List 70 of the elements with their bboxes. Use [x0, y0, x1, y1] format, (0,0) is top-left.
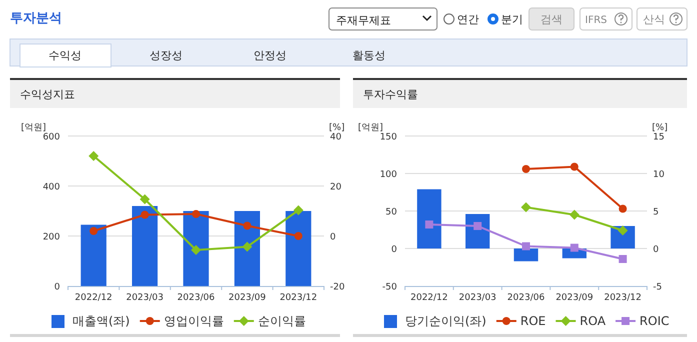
- bar: [183, 211, 209, 286]
- legend-label: 영업이익률: [164, 314, 224, 328]
- y-tick-label: 150: [380, 132, 398, 142]
- point: [191, 245, 201, 255]
- point: [242, 242, 252, 252]
- point: [425, 220, 434, 228]
- y2-tick-label: 0: [653, 245, 659, 255]
- y-tick-label: -50: [382, 282, 398, 292]
- legend-label: ROA: [580, 314, 606, 328]
- x-tick-label: 2022/12: [410, 293, 448, 303]
- point: [474, 222, 482, 230]
- bar: [80, 224, 106, 286]
- chart-title: 수익성지표: [20, 88, 75, 101]
- y-tick-label: 400: [42, 182, 60, 192]
- y-axis-title: [억원]: [21, 123, 46, 133]
- point: [522, 242, 530, 250]
- bar: [286, 211, 312, 286]
- legend-label: ROIC: [640, 314, 670, 328]
- y-tick-label: 0: [391, 245, 398, 255]
- x-tick-label: 2023/12: [604, 293, 642, 303]
- point: [88, 151, 99, 161]
- legend-label: 순이익률: [258, 314, 306, 328]
- legend-label: 매출액(좌): [72, 314, 130, 328]
- bar: [234, 211, 260, 286]
- point: [569, 210, 580, 220]
- point: [243, 222, 252, 230]
- point: [618, 204, 627, 213]
- legend-label: 당기순이익(좌): [405, 314, 486, 328]
- x-tick-label: 2023/03: [458, 293, 496, 303]
- x-tick-label: 2023/12: [280, 293, 318, 303]
- y2-tick-label: 15: [653, 132, 664, 142]
- point: [521, 202, 531, 212]
- y-axis-title: [억원]: [358, 123, 384, 133]
- point: [570, 162, 578, 171]
- point: [294, 232, 302, 240]
- point: [618, 226, 628, 236]
- y-tick-label: 50: [386, 208, 398, 218]
- bar: [132, 206, 158, 286]
- y2-axis-title: [%]: [652, 123, 668, 133]
- point: [192, 210, 200, 218]
- point: [140, 194, 150, 204]
- bar: [417, 189, 442, 248]
- x-tick-label: 2023/06: [507, 293, 545, 303]
- y2-tick-label: 20: [330, 182, 342, 192]
- y-tick-label: 100: [380, 170, 398, 180]
- point: [293, 205, 304, 216]
- y-tick-label: 200: [42, 232, 60, 242]
- chart-title: 투자수익률: [363, 88, 418, 101]
- x-tick-label: 2023/09: [556, 293, 594, 303]
- point: [522, 165, 530, 173]
- y2-axis-title: [%]: [329, 123, 345, 133]
- point: [140, 210, 149, 219]
- y-tick-label: 600: [42, 132, 60, 142]
- x-tick-label: 2023/03: [126, 293, 164, 303]
- y2-tick-label: 5: [653, 208, 659, 218]
- page-header: 투자분석 주재무제표 연간 분기 검색 IFRS 산식 수익성 성장성 안정성 활동성: [10, 8, 688, 68]
- bar: [514, 248, 538, 262]
- y2-tick-label: 10: [653, 170, 665, 180]
- point: [570, 244, 578, 252]
- y2-tick-label: -5: [653, 282, 662, 292]
- x-tick-label: 2022/12: [74, 293, 112, 303]
- legend-label: ROE: [520, 314, 546, 328]
- y2-tick-label: 0: [330, 232, 336, 242]
- y-tick-label: 0: [54, 282, 60, 292]
- x-tick-label: 2023/06: [177, 293, 215, 303]
- x-tick-label: 2023/09: [228, 293, 266, 303]
- y2-tick-label: -20: [330, 282, 345, 292]
- y2-tick-label: 40: [330, 132, 342, 142]
- point: [90, 227, 98, 235]
- point: [618, 255, 627, 263]
